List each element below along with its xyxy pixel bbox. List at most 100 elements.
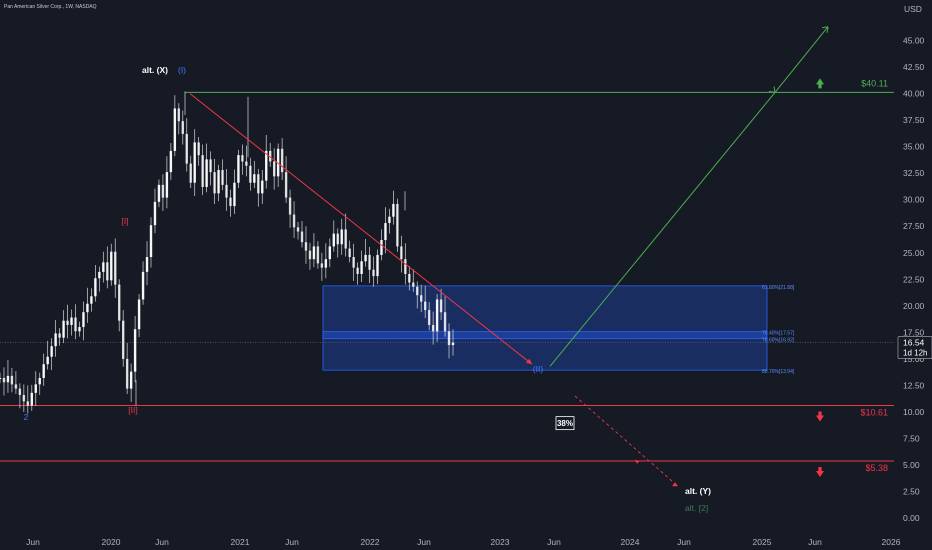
candle-body xyxy=(261,180,264,194)
candle-body xyxy=(22,394,26,402)
fib-label: 61.80%[21.88] xyxy=(762,285,795,291)
candle-body xyxy=(213,172,216,194)
candle-body xyxy=(217,170,220,194)
x-tick-label: 2025 xyxy=(753,537,772,547)
x-tick-label: 2026 xyxy=(882,537,901,547)
candle-body xyxy=(451,342,455,346)
wave-label: 2 xyxy=(24,412,29,422)
candle-body xyxy=(300,231,304,243)
candle-body xyxy=(209,159,212,173)
candle-body xyxy=(352,257,355,268)
candle-body xyxy=(106,262,109,281)
candle-body xyxy=(229,197,232,207)
candle-body xyxy=(249,165,252,183)
x-tick-label: 2021 xyxy=(231,537,250,547)
candle-body xyxy=(110,251,113,281)
candle-body xyxy=(0,378,2,379)
candle-body xyxy=(265,150,268,181)
candle-body xyxy=(344,229,347,249)
countdown-label: 1d 12h xyxy=(903,349,927,358)
candle-body xyxy=(42,364,45,378)
candle-body xyxy=(384,223,387,241)
arrow-down-icon xyxy=(816,411,824,422)
candle-body xyxy=(34,384,37,393)
probability-box xyxy=(555,416,575,431)
candle-body xyxy=(18,388,22,395)
last-price-label: 16.54 xyxy=(903,338,925,348)
fib-zone xyxy=(322,285,768,371)
y-tick-label: 25.00 xyxy=(903,248,925,258)
candle-body xyxy=(241,155,244,162)
price-axis-panel xyxy=(894,0,932,550)
candle-body xyxy=(74,317,77,332)
fib-label: 76.40%[17.57] xyxy=(762,331,795,337)
x-tick-label: Jun xyxy=(547,537,561,547)
candle-body xyxy=(420,295,423,302)
arrow-down-icon xyxy=(816,466,824,477)
y-tick-label: 0.00 xyxy=(903,513,920,523)
green-projection-line xyxy=(774,26,829,93)
wave-label: alt. (Y) xyxy=(685,486,711,496)
y-tick-label: 45.00 xyxy=(903,36,925,46)
candle-body xyxy=(54,333,57,347)
x-tick-label: 2024 xyxy=(621,537,640,547)
candle-body xyxy=(396,203,399,247)
candle-body xyxy=(78,327,81,332)
candle-body xyxy=(38,378,41,385)
candle-body xyxy=(118,284,121,321)
candle-body xyxy=(70,317,73,325)
fib-inner-zone xyxy=(322,331,768,339)
candle-body xyxy=(304,242,308,251)
candle-body xyxy=(197,142,200,156)
x-tick-label: 2020 xyxy=(102,537,121,547)
candle-body xyxy=(233,182,236,207)
candle-body xyxy=(439,299,443,313)
x-tick-label: Jun xyxy=(155,537,169,547)
candle-body xyxy=(86,303,89,313)
candle-body xyxy=(26,401,30,406)
candle-body xyxy=(447,331,451,346)
candle-body xyxy=(189,163,192,183)
candle-body xyxy=(272,161,276,177)
y-tick-label: 35.00 xyxy=(903,142,925,152)
y-tick-label: 12.50 xyxy=(903,380,925,390)
y-tick-label: 10.00 xyxy=(903,407,925,417)
y-tick-label: 32.50 xyxy=(903,168,925,178)
candle-body xyxy=(368,254,371,270)
fib-label: 88.70%[13.94] xyxy=(762,369,795,375)
level-label: $40.11 xyxy=(861,78,888,88)
candle-body xyxy=(427,310,431,325)
candle-body xyxy=(292,214,296,228)
wave-label: alt. (X) xyxy=(142,65,168,75)
candle-body xyxy=(423,301,427,311)
candle-body xyxy=(129,371,133,389)
candle-body xyxy=(141,271,145,300)
arrowhead-icon xyxy=(635,459,640,464)
candle-body xyxy=(6,375,10,383)
candle-body xyxy=(50,346,53,357)
wave-label: alt. [2] xyxy=(685,503,708,513)
candle-body xyxy=(114,251,117,285)
probability-label: 38% xyxy=(557,419,573,428)
candle-body xyxy=(225,184,228,198)
x-tick-label: 2023 xyxy=(491,537,510,547)
candle-body xyxy=(360,261,363,274)
candle-body xyxy=(288,197,292,215)
candle-body xyxy=(153,201,157,226)
candle-body xyxy=(125,358,129,389)
candle-body xyxy=(376,254,379,277)
candle-body xyxy=(316,246,320,264)
y-tick-label: 30.00 xyxy=(903,195,925,205)
y-tick-label: 5.00 xyxy=(903,460,920,470)
candle-body xyxy=(348,248,351,258)
candle-body xyxy=(165,172,169,198)
candle-body xyxy=(257,174,260,194)
candle-body xyxy=(10,375,14,385)
candle-body xyxy=(137,299,141,330)
candle-body xyxy=(62,320,65,338)
candle-body xyxy=(253,174,256,183)
candle-body xyxy=(388,216,391,224)
candle-body xyxy=(443,312,447,332)
y-tick-label: 40.00 xyxy=(903,89,925,99)
